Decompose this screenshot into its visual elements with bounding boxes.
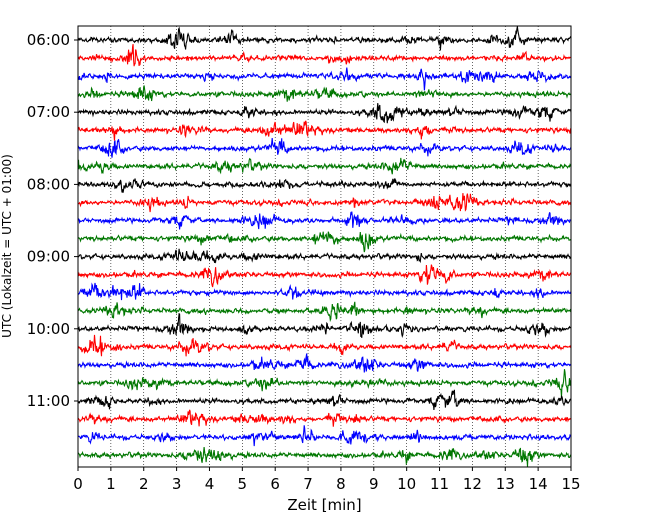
x-tick-label: 6 <box>270 475 280 493</box>
trace-0615 <box>77 43 572 67</box>
trace-1030 <box>77 353 572 373</box>
trace-0715 <box>77 120 572 141</box>
x-tick-label: 8 <box>336 475 346 493</box>
x-tick-label: 1 <box>106 475 116 493</box>
trace-1130 <box>77 425 572 447</box>
trace-1000 <box>77 312 572 339</box>
trace-1115 <box>77 409 572 427</box>
trace-0945 <box>77 301 572 323</box>
x-tick-label: 7 <box>303 475 313 493</box>
trace-0730 <box>77 138 572 158</box>
x-tick-label: 11 <box>430 475 449 493</box>
trace-0900 <box>77 248 572 264</box>
y-axis-ticks: 06:00 07:00 08:00 09:00 10:00 11:00 <box>27 31 78 410</box>
x-tick-label: 12 <box>463 475 482 493</box>
trace-1145 <box>77 446 572 467</box>
x-tick-label: 4 <box>205 475 215 493</box>
trace-0930 <box>77 282 572 301</box>
y-tick-label: 11:00 <box>27 392 70 410</box>
trace-0645 <box>77 85 572 102</box>
y-tick-label: 08:00 <box>27 175 70 193</box>
trace-0830 <box>77 211 572 230</box>
y-tick-label: 10:00 <box>27 320 70 338</box>
trace-0800 <box>77 177 572 193</box>
y-tick-label: 06:00 <box>27 31 70 49</box>
trace-0700 <box>77 103 572 124</box>
x-tick-label: 5 <box>238 475 248 493</box>
trace-1045 <box>77 369 572 398</box>
x-tick-label: 14 <box>529 475 548 493</box>
y-tick-label: 07:00 <box>27 103 70 121</box>
trace-0915 <box>77 264 572 288</box>
trace-0815 <box>77 193 572 213</box>
x-axis-ticks: 0 1 2 3 4 5 6 7 8 9 10 11 12 13 14 15 <box>73 467 581 493</box>
y-axis-label: UTC (Lokalzeit = UTC + 01:00) <box>0 154 14 338</box>
trace-0745 <box>77 157 572 175</box>
x-tick-label: 2 <box>139 475 149 493</box>
x-tick-label: 9 <box>369 475 379 493</box>
trace-0630 <box>77 67 572 91</box>
plot-frame <box>77 25 572 468</box>
x-axis-label: Zeit [min] <box>287 496 361 514</box>
trace-0845 <box>77 231 572 253</box>
x-tick-label: 15 <box>561 475 580 493</box>
x-tick-label: 0 <box>73 475 83 493</box>
x-tick-label: 10 <box>397 475 416 493</box>
trace-1015 <box>77 334 572 357</box>
x-tick-label: 3 <box>172 475 182 493</box>
trace-0600 <box>77 26 572 51</box>
seismic-traces <box>77 26 572 467</box>
x-tick-label: 13 <box>496 475 515 493</box>
trace-1100 <box>77 389 572 410</box>
y-tick-label: 09:00 <box>27 248 70 266</box>
